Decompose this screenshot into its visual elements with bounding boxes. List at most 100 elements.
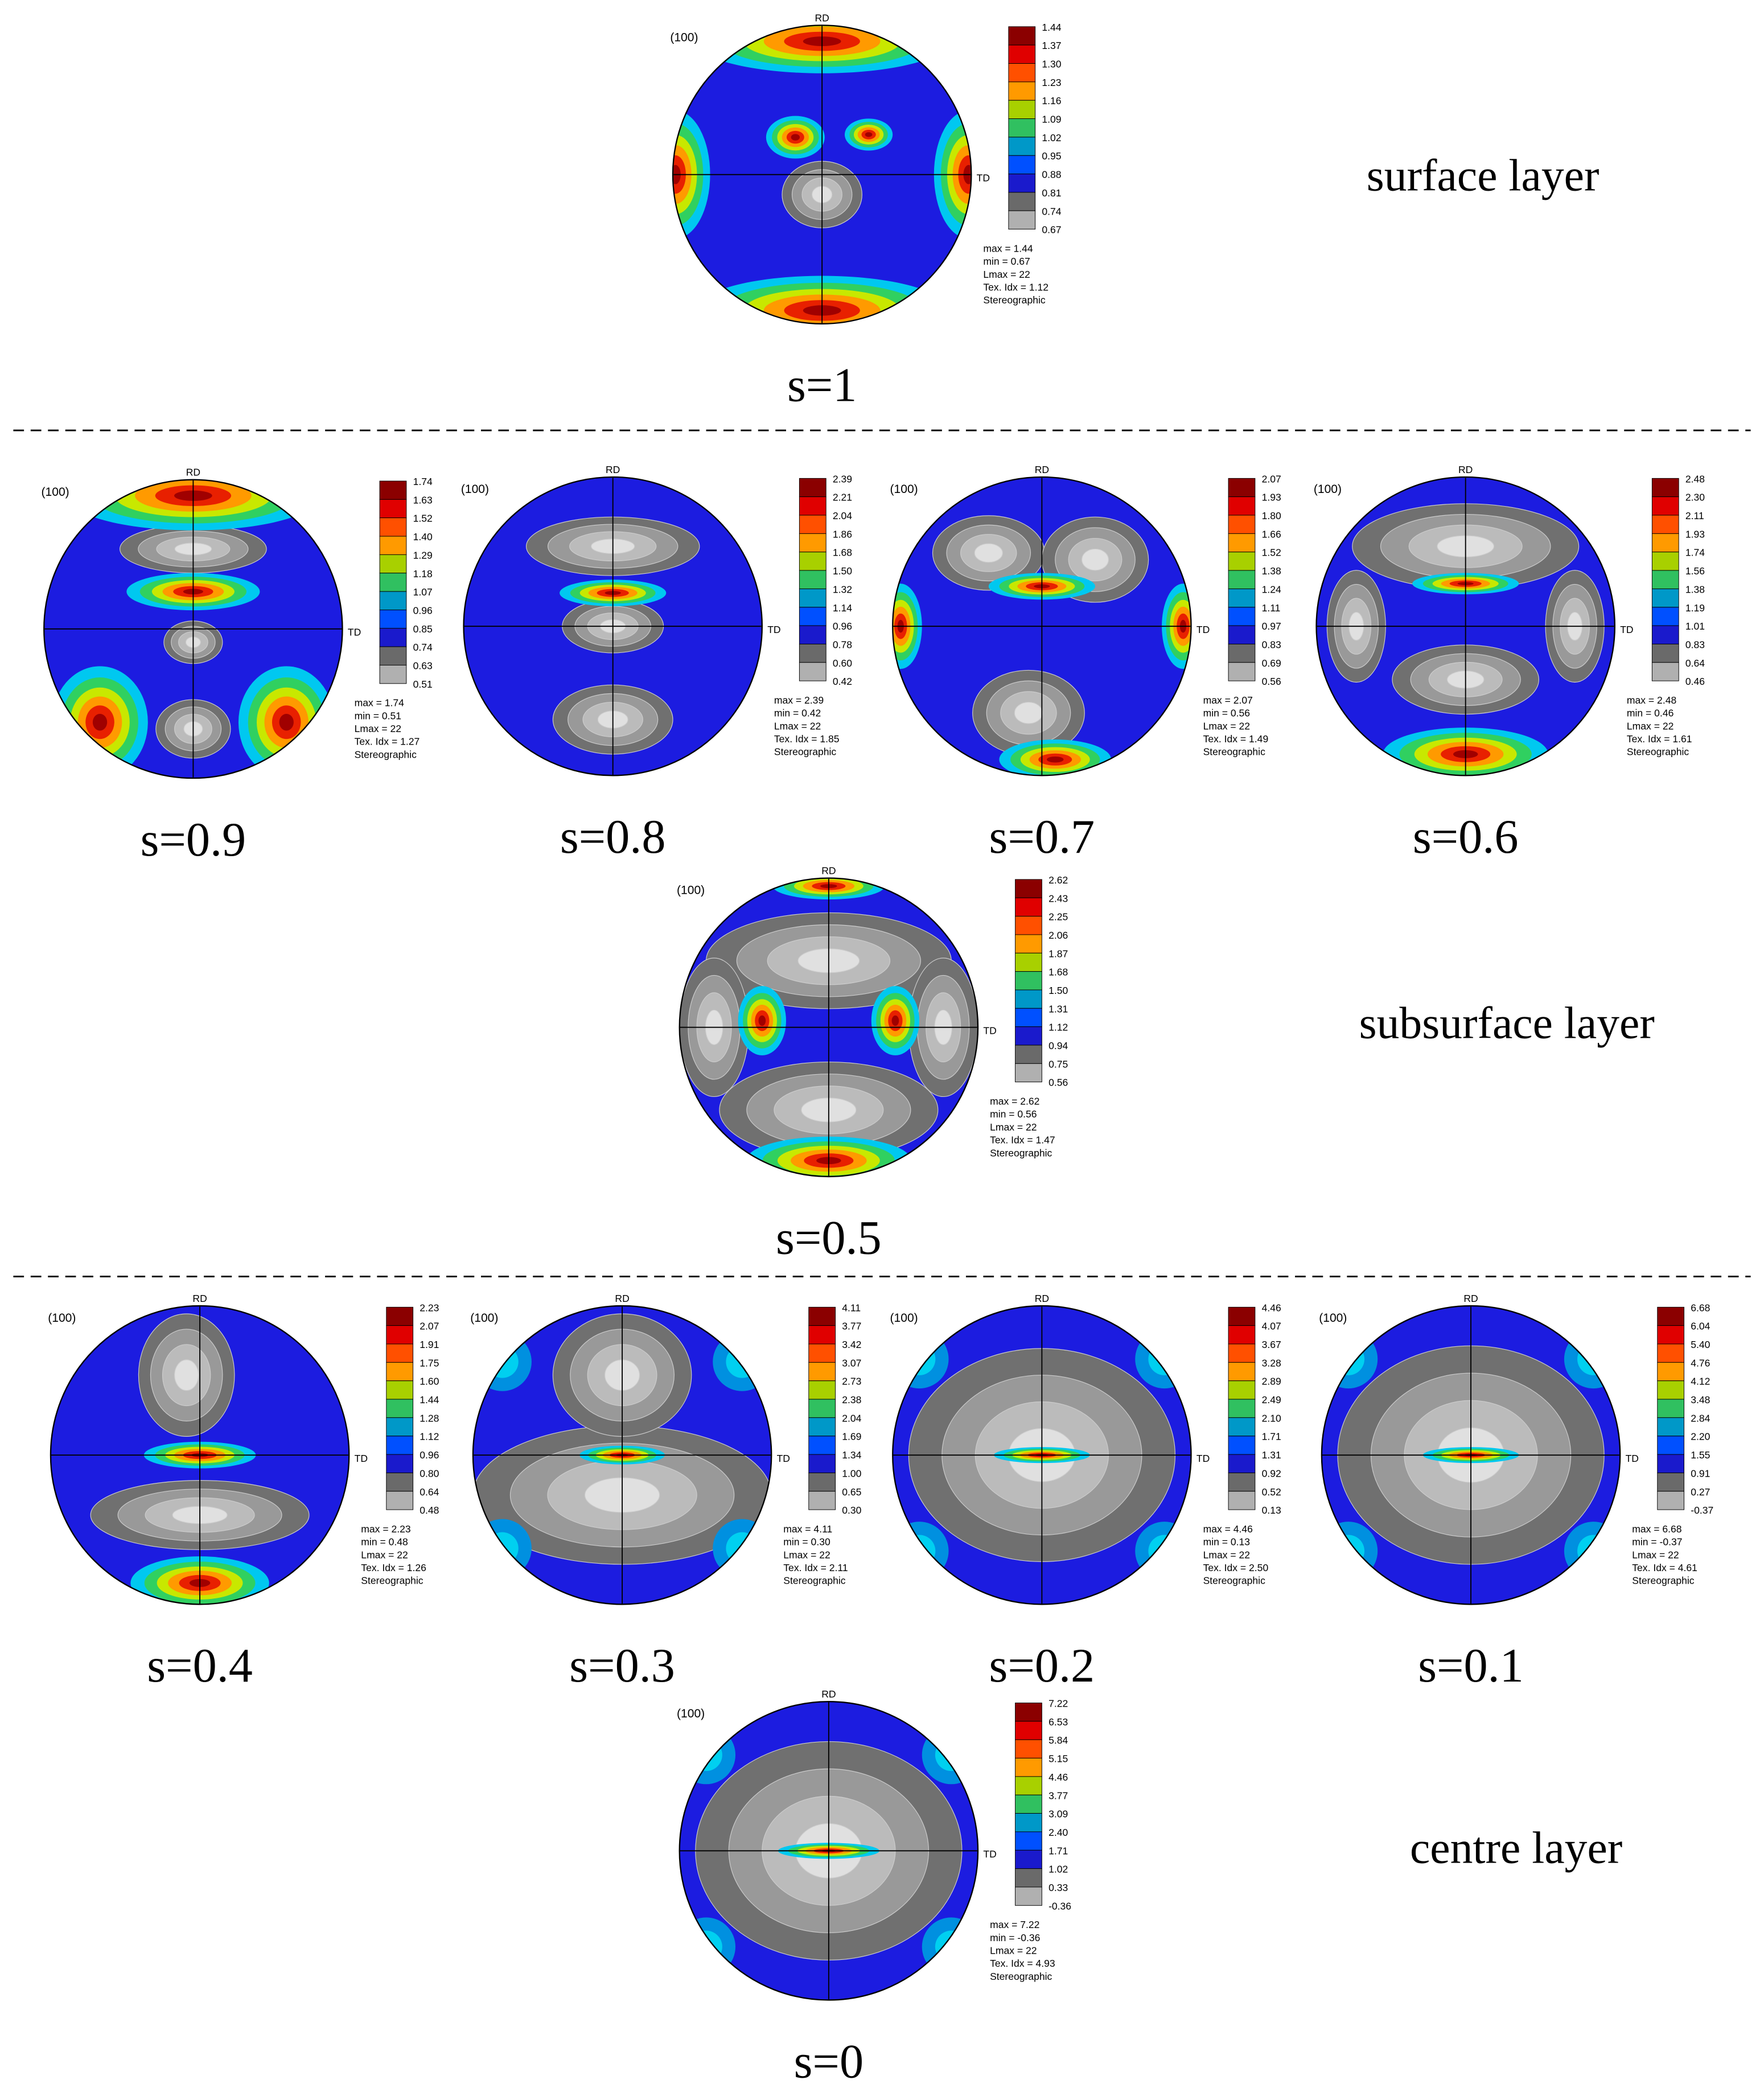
rd-label: RD: [1463, 1293, 1478, 1304]
colorbar-box: [386, 1454, 414, 1473]
pole-label: (100): [677, 884, 705, 897]
stats-line: min = -0.36: [990, 1932, 1040, 1943]
contour-region: [279, 713, 294, 731]
colorbar-box: [1015, 1849, 1042, 1869]
colorbar-label: 0.30: [842, 1505, 861, 1516]
contour-region: [1321, 1522, 1378, 1581]
colorbar-box: [799, 607, 827, 626]
colorbar-label: 2.49: [1262, 1394, 1281, 1405]
stats-line: max = 1.74: [355, 697, 405, 709]
colorbar-label: 7.22: [1048, 1698, 1068, 1709]
contour-region: [174, 1359, 199, 1391]
stats-line: Tex. Idx = 1.85: [774, 733, 840, 745]
rd-label: RD: [821, 1688, 836, 1700]
colorbar-box: [1015, 1758, 1042, 1777]
stats-line: min = -0.37: [1632, 1536, 1682, 1548]
colorbar-label: 1.16: [1042, 95, 1061, 106]
colorbar-box: [1015, 1008, 1042, 1027]
colorbar-label: 1.74: [413, 476, 433, 487]
colorbar-box: [1651, 607, 1679, 626]
rd-label: RD: [1035, 464, 1049, 475]
colorbar-label: 2.89: [1262, 1376, 1281, 1387]
colorbar-label: 3.42: [842, 1339, 861, 1350]
stats-line: Stereographic: [990, 1147, 1052, 1158]
colorbar-label: 0.60: [833, 657, 852, 669]
colorbar-box: [799, 570, 827, 589]
stats-line: max = 7.22: [990, 1919, 1039, 1930]
colorbar-box: [379, 573, 407, 592]
stats-line: min = 0.67: [983, 256, 1030, 267]
pole-label: (100): [890, 483, 918, 496]
pole-figure-panel: (100) RD TD 4.46 4.07 3.67 3.28 2.89 2.49 2.10 1.7…: [890, 1293, 1281, 1692]
stats-line: Tex. Idx = 2.50: [1203, 1562, 1269, 1573]
stats-line: Tex. Idx = 2.11: [783, 1562, 848, 1573]
rd-label: RD: [192, 1293, 207, 1304]
colorbar-label: 0.80: [420, 1468, 439, 1479]
colorbar-label: 2.43: [1048, 893, 1068, 904]
stats-line: Lmax = 22: [990, 1945, 1037, 1957]
colorbar-box: [1015, 1703, 1042, 1722]
colorbar-label: 1.68: [833, 547, 852, 558]
stats-line: Tex. Idx = 4.93: [990, 1958, 1055, 1969]
colorbar-box: [808, 1417, 836, 1437]
td-label: TD: [1196, 624, 1210, 635]
colorbar-label: 0.97: [1262, 620, 1281, 632]
colorbar-label: 1.71: [1262, 1431, 1281, 1442]
contour-region: [1014, 702, 1043, 724]
contour-region: [472, 1519, 532, 1578]
contour-region: [1135, 1330, 1191, 1389]
pole-label: (100): [677, 1707, 705, 1720]
contour-region: [1564, 1522, 1621, 1581]
rd-label: RD: [821, 865, 836, 877]
pole-label: (100): [461, 483, 489, 496]
stats-line: max = 1.44: [983, 242, 1033, 254]
colorbar-label: 1.52: [1262, 547, 1281, 558]
stats-line: Lmax = 22: [1203, 720, 1250, 731]
section-label: s=0.6: [1413, 811, 1519, 864]
colorbar-box: [1228, 478, 1256, 498]
colorbar-box: [1651, 552, 1679, 571]
colorbar-label: 1.32: [833, 583, 852, 595]
colorbar-box: [1015, 1045, 1042, 1064]
colorbar-box: [379, 554, 407, 574]
colorbar-box: [1228, 1436, 1256, 1455]
stats-line: Stereographic: [1203, 1575, 1265, 1586]
colorbar-box: [1651, 533, 1679, 553]
colorbar-box: [1228, 662, 1256, 681]
colorbar-box: [386, 1325, 414, 1345]
contour-region: [1564, 1330, 1621, 1389]
colorbar-box: [1657, 1436, 1685, 1455]
colorbar-box: [1008, 26, 1036, 46]
colorbar-box: [1015, 989, 1042, 1009]
pole-label: (100): [1319, 1312, 1347, 1325]
colorbar-label: 2.73: [842, 1376, 861, 1387]
colorbar-box: [1008, 155, 1036, 175]
colorbar-box: [1228, 1454, 1256, 1473]
colorbar-label: 1.80: [1262, 510, 1281, 521]
colorbar-box: [1228, 1491, 1256, 1510]
colorbar-box: [799, 625, 827, 644]
colorbar-box: [1228, 496, 1256, 516]
colorbar-box: [1228, 533, 1256, 553]
colorbar-label: 0.63: [413, 660, 433, 671]
stats-line: min = 0.56: [1203, 708, 1250, 719]
stats-line: Tex. Idx = 1.49: [1203, 733, 1269, 745]
pole-label: (100): [890, 1312, 918, 1325]
colorbar-box: [1651, 570, 1679, 589]
td-label: TD: [767, 624, 780, 635]
colorbar-label: 1.34: [842, 1449, 861, 1461]
colorbar-label: 1.29: [413, 549, 433, 561]
stats-line: Stereographic: [1203, 746, 1265, 758]
colorbar-label: 1.23: [1042, 77, 1061, 88]
pole-outline: [892, 476, 1192, 776]
contour-region: [713, 1519, 772, 1578]
contour-region: [679, 1725, 736, 1785]
colorbar-box: [386, 1399, 414, 1418]
colorbar-box: [799, 515, 827, 534]
colorbar-box: [1008, 44, 1036, 64]
stats-line: Stereographic: [1627, 746, 1689, 758]
pole-figure-panel: (100) RD TD 2.23 2.07 1.91 1.75 1.60 1.44 1.28 1.1…: [48, 1293, 439, 1692]
colorbar-label: 1.14: [833, 602, 852, 614]
